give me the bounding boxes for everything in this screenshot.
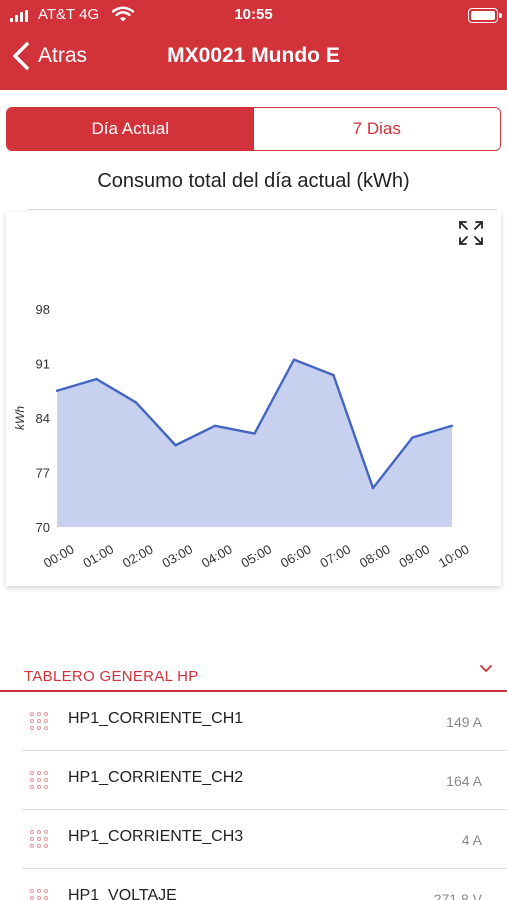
carrier-label: AT&T 4G [38,6,100,23]
signal-icon [10,10,30,22]
section-divider [0,690,507,692]
chart-card [6,212,501,586]
list-item-value: 164 A [446,773,482,789]
sensor-list: HP1_CORRIENTE_CH1 149 A HP1_CORRIENTE_CH2 1… [0,692,507,900]
chevron-left-icon [13,42,29,70]
divider [28,209,497,210]
dot-grid-icon [30,889,50,900]
list-item-name: HP1_CORRIENTE_CH3 [68,828,244,845]
list-item[interactable]: HP1_CORRIENTE_CH2 164 A [22,751,507,810]
list-item-value: 271.8 V [433,891,482,900]
battery-icon [468,8,502,23]
expand-icon[interactable] [458,220,484,246]
dot-grid-icon [30,771,50,791]
header-bar: AT&T 4G 10:55 Atras MX0021 Mundo E [0,0,507,90]
list-item[interactable]: HP1_CORRIENTE_CH1 149 A [22,692,507,751]
section-title: TABLERO GENERAL HP [24,668,199,685]
back-label: Atras [38,44,88,67]
period-segmented-control: Día Actual 7 Dias [6,107,501,151]
dot-grid-icon [30,712,50,732]
list-item[interactable]: HP1_VOLTAJE 271.8 V [22,869,507,900]
list-item-value: 149 A [446,714,482,730]
tab-7-dias[interactable]: 7 Dias [253,108,500,150]
list-item-name: HP1_VOLTAJE [68,887,177,900]
wifi-icon [112,6,134,22]
status-time: 10:55 [234,6,273,23]
chevron-down-icon[interactable] [479,663,493,675]
back-button[interactable]: Atras [10,38,87,74]
page-title: MX0021 Mundo E [167,44,340,67]
list-item-name: HP1_CORRIENTE_CH2 [68,769,244,786]
status-bar: AT&T 4G 10:55 [0,0,507,30]
list-item-name: HP1_CORRIENTE_CH1 [68,710,244,727]
dot-grid-icon [30,830,50,850]
list-item[interactable]: HP1_CORRIENTE_CH3 4 A [22,810,507,869]
section-header: TABLERO GENERAL HP [0,660,507,692]
tab-dia-actual[interactable]: Día Actual [7,108,254,150]
list-item-value: 4 A [461,832,482,848]
chart-title: Consumo total del día actual (kWh) [97,170,410,192]
